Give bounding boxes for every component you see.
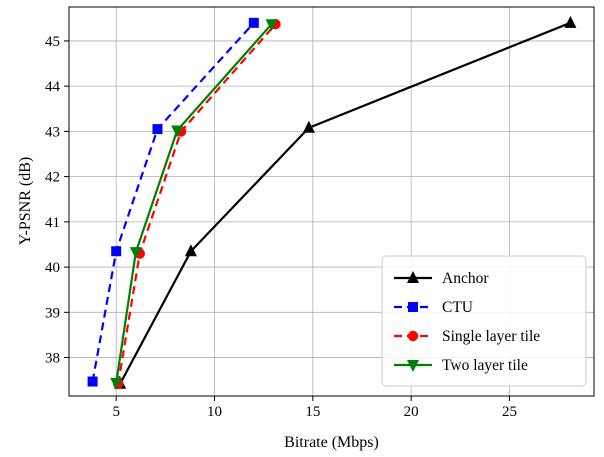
x-tick-label: 25: [502, 404, 517, 420]
legend-label: Two layer tile: [442, 357, 528, 374]
data-point: [171, 125, 184, 138]
series-line: [91, 22, 255, 382]
series-1: [87, 17, 259, 387]
x-tick-label: 5: [112, 404, 120, 420]
x-tick-label: 10: [207, 404, 222, 420]
y-tick-label: 41: [45, 215, 60, 231]
legend: Anchor CTU Single layer tile Two layer tile: [381, 255, 587, 387]
legend-box: [381, 255, 587, 387]
y-tick-label: 39: [45, 305, 60, 321]
y-tick-label: 40: [45, 260, 60, 276]
legend-entry: Anchor: [394, 270, 489, 287]
x-axis-label: Bitrate (Mbps): [284, 434, 379, 451]
legend-marker: [408, 302, 418, 312]
y-tick-label: 44: [45, 79, 61, 95]
data-point: [184, 244, 197, 257]
data-point: [248, 17, 259, 28]
series-line: [115, 23, 273, 384]
ticks: 5 10 15 20 25 38 39 40 41 42 43 44 45: [45, 34, 517, 420]
data-point: [302, 120, 315, 133]
data-point: [110, 377, 123, 390]
legend-marker: [407, 271, 419, 283]
series-line: [117, 23, 277, 384]
series-line: [119, 21, 571, 385]
x-tick-label: 20: [404, 404, 419, 420]
legend-label: CTU: [442, 299, 473, 316]
y-tick-label: 43: [45, 124, 60, 140]
legend-marker: [407, 360, 419, 372]
data-point: [129, 247, 142, 260]
y-axis-label: Y-PSNR (dB): [17, 157, 34, 245]
legend-label: Anchor: [442, 270, 489, 287]
data-point: [564, 15, 577, 28]
legend-label: Single layer tile: [442, 328, 540, 345]
legend-marker: [407, 330, 419, 342]
legend-entry: Single layer tile: [394, 328, 540, 345]
data-point: [87, 376, 98, 387]
x-tick-label: 15: [305, 404, 320, 420]
series-3: [110, 19, 278, 390]
legend-entry: CTU: [394, 299, 473, 316]
plot-frame: [68, 6, 595, 397]
series-layer: [87, 15, 577, 390]
data-point: [111, 246, 122, 257]
legend-entry: Two layer tile: [394, 357, 528, 374]
y-tick-label: 45: [45, 34, 60, 50]
y-tick-label: 42: [45, 170, 60, 186]
data-point: [265, 19, 278, 32]
series-2: [112, 18, 281, 389]
data-point: [152, 124, 163, 135]
y-tick-label: 38: [45, 351, 60, 367]
